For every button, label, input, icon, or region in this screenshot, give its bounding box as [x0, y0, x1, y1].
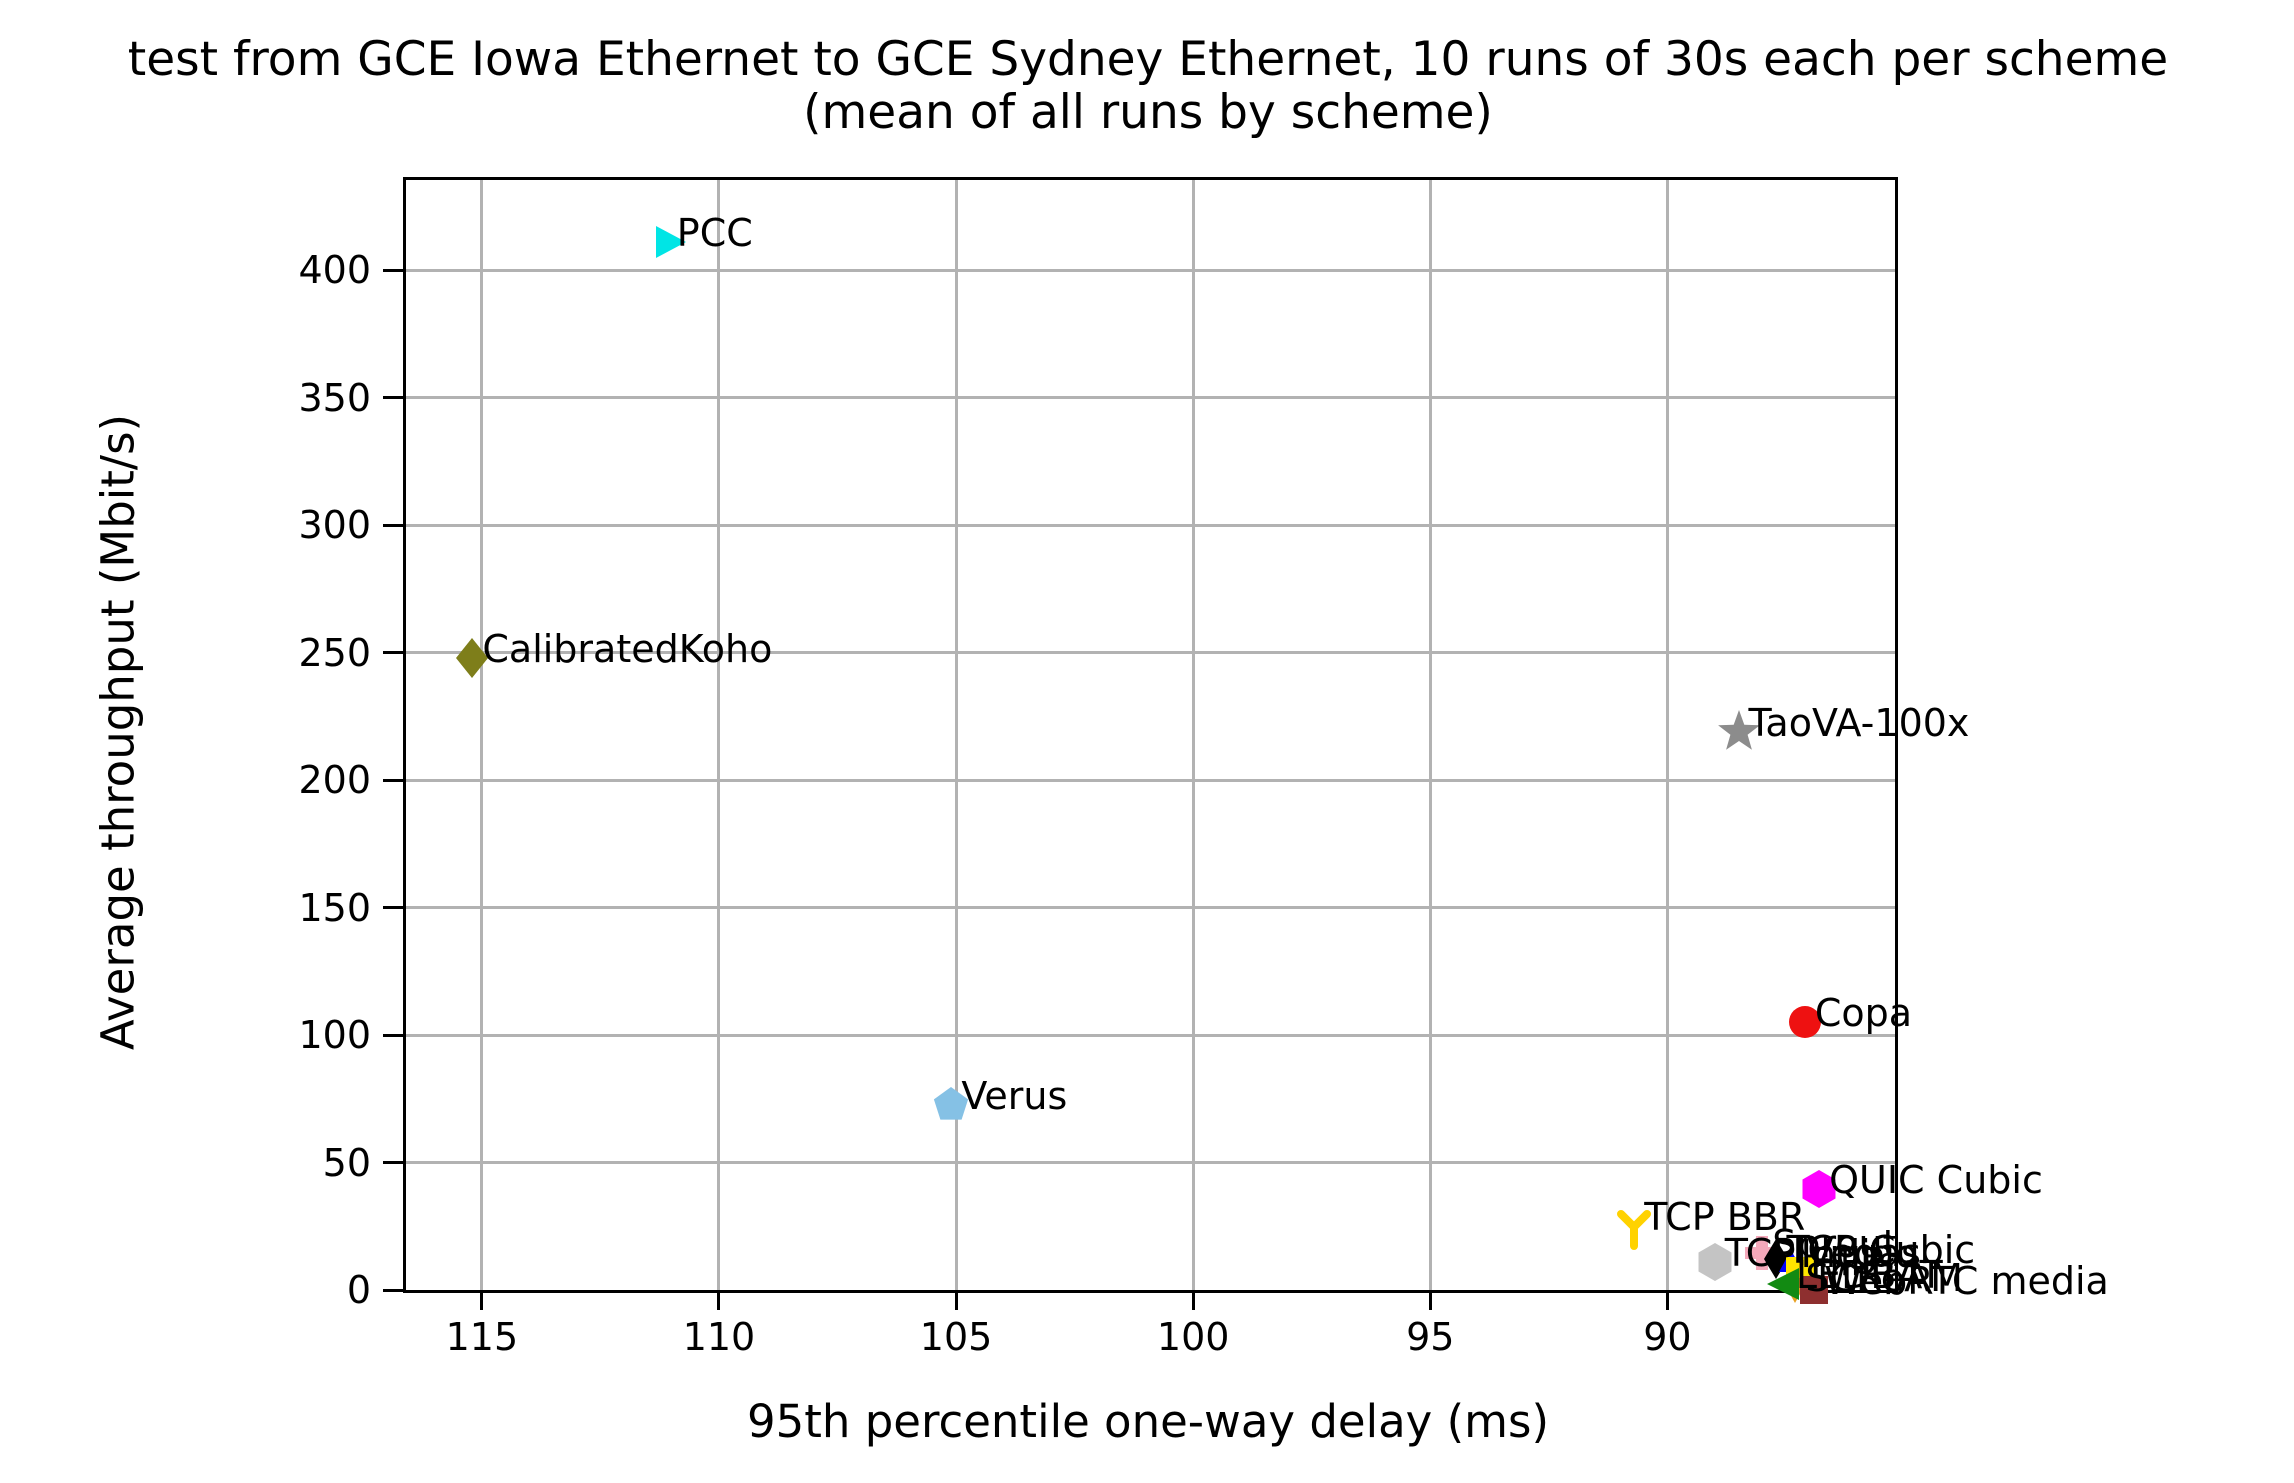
scheme-marker-ledbat [1762, 1260, 1810, 1308]
x-tick-100 [1191, 1290, 1195, 1310]
x-axis-label: 95th percentile one-way delay (ms) [746, 1395, 1550, 1448]
x-tick-label-95: 95 [1406, 1315, 1455, 1359]
y-tick-100 [383, 1033, 403, 1037]
x-tick-label-100: 100 [1156, 1315, 1230, 1359]
y-gridline-400 [406, 268, 1895, 272]
plot-area: 115 110 105 100 95 90 0 50 100 150 200 250 300 350 400… [298, 177, 2109, 1359]
y-axis-label: Average throughput (Mbit/s) [91, 413, 145, 1051]
scheme-label-quic-cubic: QUIC Cubic [1829, 1158, 2043, 1203]
y-tick-label-200: 200 [298, 758, 371, 802]
y-tick-label-400: 400 [298, 248, 371, 292]
x-tick-90 [1665, 1290, 1669, 1310]
y-tick-250 [383, 651, 403, 654]
x-tick-label-115: 115 [445, 1315, 519, 1359]
scheme-label-tcp-cubic: TCP Cubic [1786, 1228, 1976, 1273]
y-tick-label-250: 250 [298, 630, 371, 675]
scheme-marker-taova-100x [1715, 708, 1763, 756]
scheme-label-scream: SCReAM [1805, 1256, 1963, 1301]
y-tick-label-50: 50 [322, 1140, 371, 1185]
x-tick-110 [717, 1290, 721, 1310]
scheme-label-tcp-bbr: TCP BBR [1644, 1195, 1806, 1240]
x-tick-label-90: 90 [1643, 1315, 1692, 1359]
x-gridline-105 [954, 180, 958, 1290]
x-tick-95 [1428, 1290, 1432, 1310]
x-gridline-90 [1665, 180, 1669, 1290]
y-tick-200 [383, 778, 403, 782]
scheme-marker-webrtc-media [1790, 1266, 1838, 1314]
x-gridline-100 [1191, 180, 1195, 1290]
chart-title: test from GCE Iowa Ethernet to GCE Sydne… [127, 32, 2169, 140]
scheme-label-taova-100x: TaoVA-100x [1748, 700, 1970, 745]
scheme-label-pcc: PCC [676, 210, 753, 255]
scheme-label-sprout: Sprout [1772, 1222, 1898, 1267]
y-tick-350 [383, 396, 403, 399]
scheme-marker-copa [1781, 998, 1829, 1046]
scheme-marker-tcp-vegas [1691, 1238, 1739, 1286]
y-tick-0 [383, 1288, 403, 1292]
y-tick-400 [383, 268, 403, 272]
x-gridline-95 [1428, 180, 1432, 1290]
scheme-label-tcp-vegas: TCP Vegas [1724, 1230, 1921, 1275]
scheme-label-fillp: FillP [1810, 1239, 1884, 1284]
scheme-marker-quic-cubic [1795, 1165, 1843, 1213]
scheme-label-webrtc-media: WebRTC media [1824, 1259, 2109, 1303]
y-tick-label-150: 150 [298, 885, 371, 930]
y-gridline-50 [406, 1161, 1895, 1164]
y-gridline-150 [406, 906, 1895, 909]
scheme-marker-verus [927, 1081, 975, 1129]
x-gridline-115 [480, 180, 484, 1290]
scheme-label-copa: Copa [1814, 991, 1913, 1036]
y-gridline-300 [406, 523, 1895, 527]
chart-title-line1: test from GCE Iowa Ethernet to GCE Sydne… [127, 32, 2169, 87]
x-tick-label-110: 110 [682, 1315, 756, 1359]
scheme-label-indigo: Indigo [1800, 1232, 1919, 1277]
x-tick-115 [480, 1290, 484, 1310]
scheme-label-calibratedkoho: CalibratedKoho [482, 626, 773, 671]
y-tick-label-350: 350 [298, 375, 371, 420]
x-tick-105 [954, 1290, 958, 1310]
scheme-marker-sprout [1738, 1229, 1786, 1277]
chart-title-line2: (mean of all runs by scheme) [803, 84, 1493, 140]
scheme-marker-pcc [643, 218, 691, 266]
y-tick-label-300: 300 [298, 503, 371, 547]
scheme-label-ledbat: LEDBAT [1795, 1252, 1943, 1297]
y-tick-150 [383, 906, 403, 909]
y-tick-300 [383, 523, 403, 527]
x-gridline-110 [717, 180, 721, 1290]
scheme-marker-tcp-bbr [1610, 1202, 1658, 1251]
scheme-marker-calibratedkoho [448, 634, 496, 682]
y-tick-label-100: 100 [298, 1013, 371, 1057]
y-tick-label-0: 0 [346, 1268, 371, 1312]
y-gridline-250 [406, 651, 1895, 654]
y-gridline-200 [406, 778, 1895, 782]
x-tick-label-105: 105 [919, 1315, 993, 1359]
y-tick-50 [383, 1161, 403, 1164]
y-gridline-100 [406, 1033, 1895, 1037]
y-gridline-350 [406, 396, 1895, 399]
scheme-label-verus: Verus [961, 1074, 1068, 1119]
